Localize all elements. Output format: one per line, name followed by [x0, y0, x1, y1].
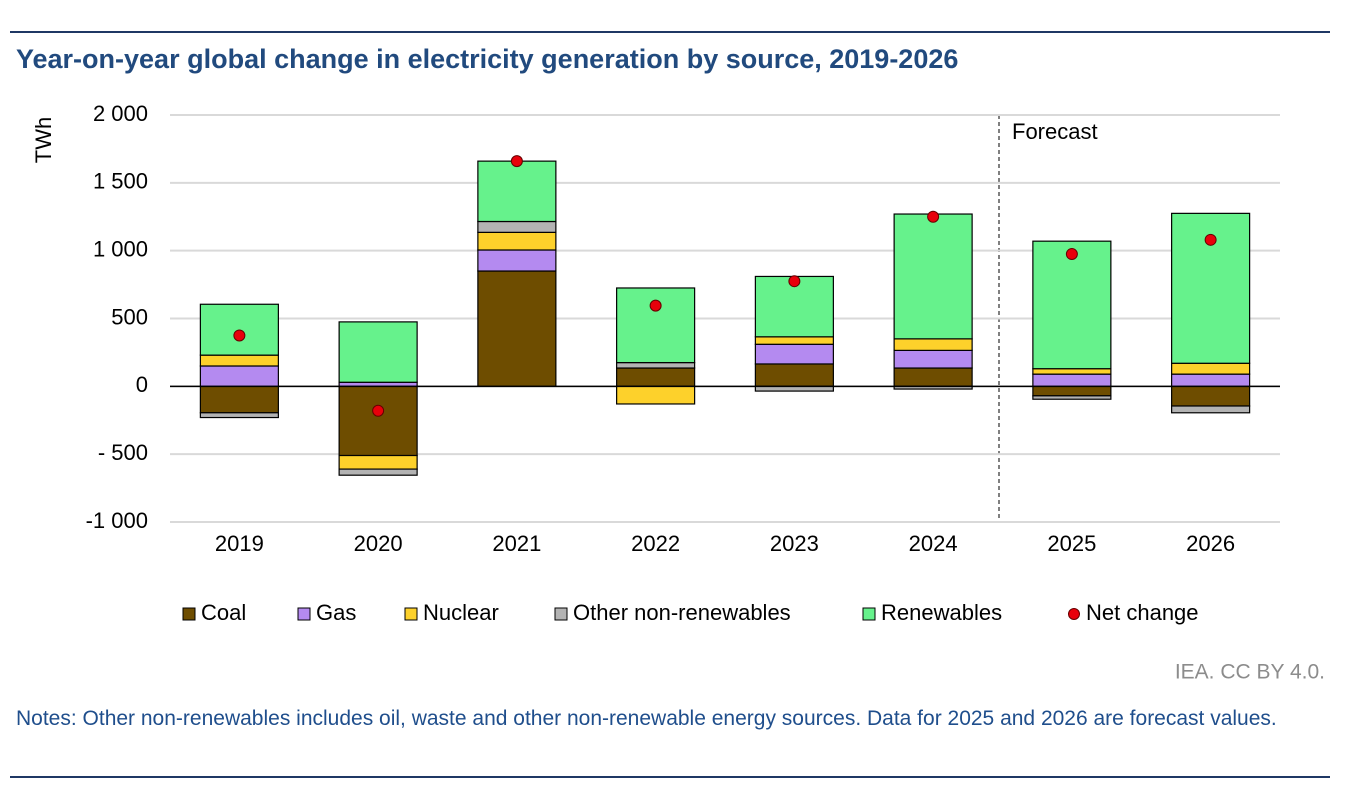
- bar-segment: [754, 275, 834, 338]
- net-change-point: [927, 210, 940, 223]
- bar-segment: [1171, 373, 1251, 387]
- legend-marker: [404, 607, 418, 621]
- net-change-point: [788, 275, 801, 288]
- bar-segment: [616, 287, 696, 364]
- net-change-point: [1065, 248, 1078, 261]
- x-tick-label: 2021: [492, 531, 541, 556]
- bar-segment: [199, 365, 279, 387]
- legend-label: Nuclear: [423, 600, 499, 625]
- net-change-point: [233, 329, 246, 342]
- y-tick-label: 500: [111, 304, 148, 329]
- bar-segment: [1171, 362, 1251, 375]
- bar-segment: [477, 220, 557, 233]
- legend-marker: [1068, 608, 1080, 620]
- y-tick-label: - 500: [98, 440, 148, 465]
- bar-segment: [616, 361, 696, 369]
- legend-label: Coal: [201, 600, 246, 625]
- bar-segment: [616, 385, 696, 405]
- legend-label: Net change: [1086, 600, 1199, 625]
- legend-marker: [297, 607, 311, 621]
- y-tick-label: 1 000: [93, 236, 148, 261]
- chart-title: Year-on-year global change in electricit…: [16, 44, 958, 74]
- y-axis-label: TWh: [31, 117, 56, 163]
- x-tick-label: 2025: [1047, 531, 1096, 556]
- bar-segment: [338, 385, 418, 457]
- legend-label: Gas: [316, 600, 356, 625]
- bar-segment: [1032, 240, 1112, 370]
- bar-segment: [477, 160, 557, 223]
- bar-segment: [893, 213, 973, 340]
- bar-segment: [338, 454, 418, 470]
- x-tick-label: 2020: [354, 531, 403, 556]
- bar-segment: [1171, 405, 1251, 414]
- notes: Notes: Other non-renewables includes oil…: [16, 707, 1277, 730]
- legend-marker: [554, 607, 568, 621]
- bar-segment: [199, 385, 279, 414]
- y-tick-label: -1 000: [86, 508, 148, 533]
- y-tick-label: 1 500: [93, 169, 148, 194]
- legend-label: Other non-renewables: [573, 600, 791, 625]
- net-change-point: [372, 404, 385, 417]
- bar-segment: [477, 249, 557, 272]
- bar-segment: [754, 336, 834, 345]
- x-tick-label: 2019: [215, 531, 264, 556]
- bar-segment: [199, 412, 279, 419]
- bar-segment: [199, 354, 279, 367]
- bar-segment: [338, 468, 418, 476]
- legend-marker: [182, 607, 196, 621]
- net-change-point: [1204, 233, 1217, 246]
- bar-segment: [1032, 395, 1112, 400]
- y-tick-label: 0: [136, 372, 148, 397]
- net-change-point: [510, 155, 523, 168]
- bar-segment: [1032, 368, 1112, 375]
- x-tick-label: 2022: [631, 531, 680, 556]
- bar-segment: [477, 231, 557, 251]
- bar-segment: [893, 349, 973, 369]
- bar-segment: [1032, 385, 1112, 397]
- bar-segment: [754, 363, 834, 387]
- bar-segment: [477, 270, 557, 387]
- legend-label: Renewables: [881, 600, 1002, 625]
- source: IEA. CC BY 4.0.: [1175, 661, 1325, 684]
- bar-segment: [893, 338, 973, 351]
- annotation: Forecast: [1012, 119, 1098, 144]
- x-tick-label: 2023: [770, 531, 819, 556]
- legend-marker: [862, 607, 876, 621]
- bar-segment: [1032, 373, 1112, 387]
- bar-segment: [893, 367, 973, 387]
- bar-segment: [1171, 385, 1251, 407]
- bar-segment: [338, 321, 418, 383]
- x-tick-label: 2026: [1186, 531, 1235, 556]
- bar-segment: [754, 343, 834, 365]
- net-change-point: [649, 299, 662, 312]
- x-tick-label: 2024: [909, 531, 958, 556]
- y-tick-label: 2 000: [93, 101, 148, 126]
- bar-segment: [616, 367, 696, 387]
